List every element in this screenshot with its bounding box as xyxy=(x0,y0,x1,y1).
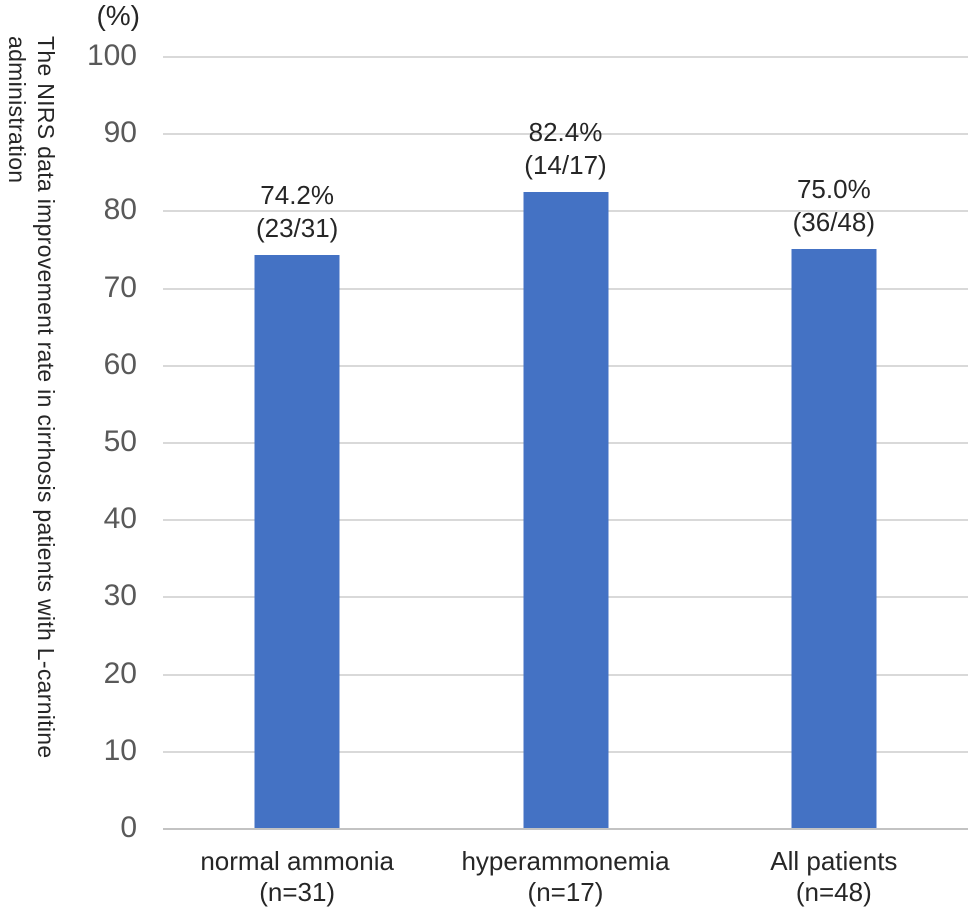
plot-area: 74.2% (23/31) 82.4% (14/17) 75.0% (36/48… xyxy=(163,56,968,830)
y-axis-title: The NIRS data improvement rate in cirrho… xyxy=(2,36,60,828)
y-tick-0: 0 xyxy=(120,811,137,844)
category-sublabel: (n=17) xyxy=(527,877,604,907)
bar-normal-ammonia xyxy=(254,255,340,828)
x-label-hyperammonemia: hyperammonemia (n=17) xyxy=(461,846,669,908)
bar-label-percent: 75.0% xyxy=(796,174,871,204)
y-tick-50: 50 xyxy=(103,425,137,458)
bar-hyperammonemia xyxy=(523,191,608,828)
bar-label-hyperammonemia: 82.4% (14/17) xyxy=(524,116,606,182)
bar-label-normal-ammonia: 74.2% (23/31) xyxy=(256,179,338,245)
category-label: hyperammonemia xyxy=(461,846,670,876)
bar-label-fraction: (23/31) xyxy=(255,213,339,244)
y-axis-tick-labels: 100 90 80 70 60 50 40 30 20 10 0 xyxy=(30,39,137,844)
y-tick-40: 40 xyxy=(103,502,137,536)
y-tick-100: 100 xyxy=(86,39,137,72)
y-axis-unit-label: (%) xyxy=(96,0,140,31)
bar-label-percent: 82.4% xyxy=(528,116,603,147)
y-axis-title-line-2: administration xyxy=(4,36,30,184)
category-label: All patients xyxy=(770,846,898,876)
bar-label-all-patients: 75.0% (36/48) xyxy=(793,173,875,239)
bar-label-fraction: (36/48) xyxy=(792,207,876,237)
x-axis-labels: normal ammonia (n=31) hyperammonemia (n=… xyxy=(163,846,968,916)
y-tick-30: 30 xyxy=(103,579,137,613)
gridline-90 xyxy=(163,133,968,136)
y-tick-80: 80 xyxy=(103,193,137,227)
bar-label-fraction: (14/17) xyxy=(524,149,607,180)
y-tick-20: 20 xyxy=(103,656,137,690)
y-tick-10: 10 xyxy=(103,733,137,767)
y-axis-title-line-1: The NIRS data improvement rate in cirrho… xyxy=(33,36,59,759)
category-label: normal ammonia xyxy=(200,846,394,876)
x-label-all-patients: All patients (n=48) xyxy=(770,846,897,908)
x-label-normal-ammonia: normal ammonia (n=31) xyxy=(200,846,394,908)
y-tick-90: 90 xyxy=(103,116,137,150)
y-tick-70: 70 xyxy=(103,270,137,304)
y-tick-60: 60 xyxy=(103,347,137,381)
gridline-100 xyxy=(163,56,968,58)
category-sublabel: (n=31) xyxy=(259,877,336,907)
bar-all-patients xyxy=(791,249,877,828)
category-sublabel: (n=48) xyxy=(795,877,872,907)
bar-label-percent: 74.2% xyxy=(260,180,335,211)
